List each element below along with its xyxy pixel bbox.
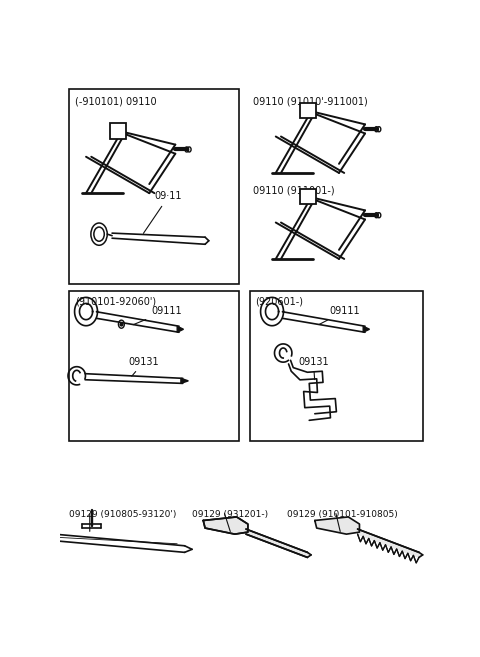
- Text: 09131: 09131: [129, 357, 159, 376]
- FancyBboxPatch shape: [250, 291, 423, 441]
- Polygon shape: [358, 529, 423, 557]
- Text: 09·11: 09·11: [144, 191, 182, 233]
- Text: (910101-92060'): (910101-92060'): [75, 296, 156, 306]
- FancyBboxPatch shape: [300, 189, 316, 204]
- FancyBboxPatch shape: [69, 89, 239, 284]
- Text: 09111: 09111: [319, 306, 360, 325]
- Text: 09110 (911001-): 09110 (911001-): [253, 185, 335, 195]
- Text: 09129 (910101-910805): 09129 (910101-910805): [287, 510, 397, 519]
- Polygon shape: [181, 378, 188, 384]
- FancyBboxPatch shape: [110, 124, 126, 139]
- Polygon shape: [315, 517, 360, 534]
- Text: 09131: 09131: [298, 357, 329, 380]
- Text: 09110 (91010'-911001): 09110 (91010'-911001): [253, 96, 368, 106]
- Text: (920601-): (920601-): [255, 296, 303, 306]
- Polygon shape: [246, 529, 311, 557]
- Text: 09129 (910805-93120'): 09129 (910805-93120'): [69, 510, 177, 519]
- FancyBboxPatch shape: [300, 103, 316, 118]
- FancyBboxPatch shape: [69, 291, 239, 441]
- Text: 09111: 09111: [133, 306, 182, 325]
- Polygon shape: [177, 327, 183, 332]
- Text: (-910101) 09110: (-910101) 09110: [75, 96, 156, 106]
- Polygon shape: [363, 327, 370, 332]
- Polygon shape: [203, 517, 248, 534]
- Text: 09129 (931201-): 09129 (931201-): [192, 510, 268, 519]
